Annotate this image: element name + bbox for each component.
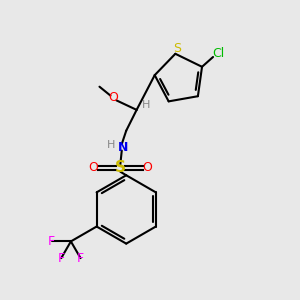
Text: O: O [88, 161, 98, 174]
Text: N: N [118, 140, 128, 154]
Text: F: F [77, 252, 84, 265]
Text: F: F [58, 252, 65, 265]
Text: O: O [108, 92, 118, 104]
Text: H: H [107, 140, 116, 150]
Text: S: S [173, 42, 181, 55]
Text: F: F [48, 235, 55, 248]
Text: H: H [142, 100, 150, 110]
Text: O: O [143, 161, 153, 174]
Text: Cl: Cl [212, 47, 224, 60]
Text: S: S [115, 160, 126, 175]
